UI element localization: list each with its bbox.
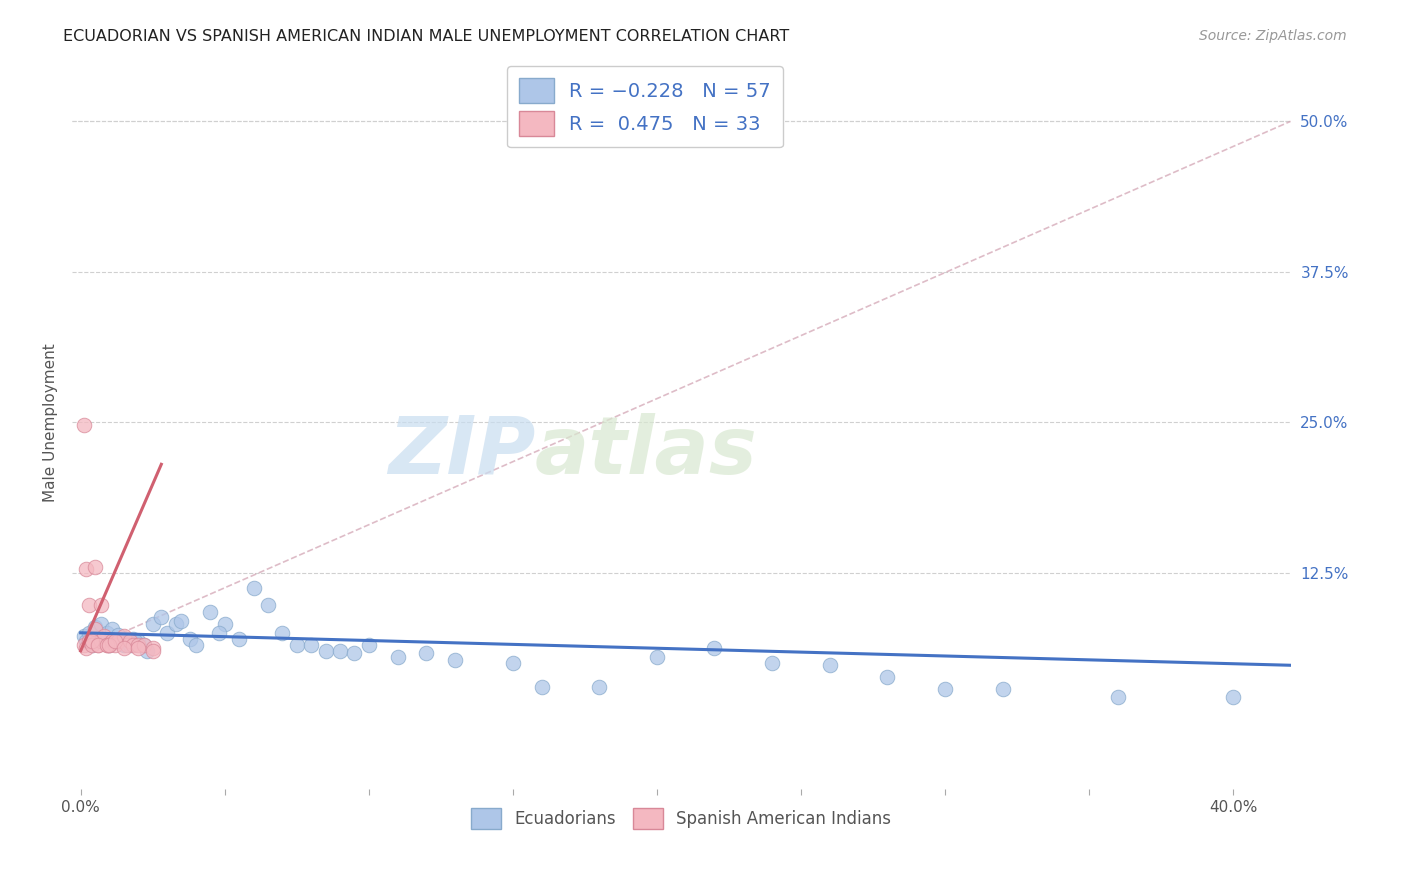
Point	[271, 625, 294, 640]
Point	[132, 638, 155, 652]
Point	[132, 638, 155, 652]
Point	[142, 644, 165, 658]
Point	[110, 634, 132, 648]
Point	[112, 629, 135, 643]
Point	[142, 617, 165, 632]
Point	[72, 638, 94, 652]
Point	[121, 638, 143, 652]
Point	[285, 638, 308, 652]
Point	[124, 634, 146, 648]
Point	[179, 632, 201, 646]
Point	[96, 638, 118, 652]
Point	[104, 634, 127, 648]
Point	[115, 638, 138, 652]
Point	[90, 634, 112, 648]
Point	[1222, 690, 1244, 704]
Point	[82, 638, 104, 652]
Point	[84, 559, 107, 574]
Point	[82, 634, 104, 648]
Point	[876, 670, 898, 684]
Point	[72, 629, 94, 643]
Point	[387, 649, 409, 664]
Point	[84, 620, 107, 634]
Point	[357, 638, 380, 652]
Point	[112, 638, 135, 652]
Point	[107, 634, 129, 648]
Point	[98, 638, 121, 652]
Point	[242, 581, 264, 595]
Point	[415, 646, 437, 660]
Point	[703, 641, 725, 656]
Point	[101, 634, 124, 648]
Text: ECUADORIAN VS SPANISH AMERICAN INDIAN MALE UNEMPLOYMENT CORRELATION CHART: ECUADORIAN VS SPANISH AMERICAN INDIAN MA…	[63, 29, 790, 44]
Point	[818, 658, 841, 673]
Point	[127, 634, 149, 648]
Point	[142, 641, 165, 656]
Point	[79, 634, 101, 648]
Point	[118, 634, 141, 648]
Point	[87, 638, 110, 652]
Point	[299, 638, 322, 652]
Point	[184, 638, 207, 652]
Point	[93, 632, 115, 646]
Point	[135, 644, 157, 658]
Point	[87, 638, 110, 652]
Point	[93, 629, 115, 643]
Point	[200, 605, 222, 619]
Point	[150, 610, 173, 624]
Point	[115, 632, 138, 646]
Point	[79, 598, 101, 612]
Point	[156, 625, 179, 640]
Point	[75, 641, 97, 656]
Point	[96, 638, 118, 652]
Point	[329, 644, 352, 658]
Point	[502, 656, 524, 670]
Text: Source: ZipAtlas.com: Source: ZipAtlas.com	[1199, 29, 1347, 43]
Point	[934, 682, 956, 697]
Point	[98, 638, 121, 652]
Point	[84, 622, 107, 636]
Point	[343, 646, 366, 660]
Point	[101, 622, 124, 636]
Point	[98, 638, 121, 652]
Point	[79, 625, 101, 640]
Text: atlas: atlas	[536, 412, 758, 491]
Point	[127, 638, 149, 652]
Point	[214, 617, 236, 632]
Point	[96, 625, 118, 640]
Point	[444, 653, 467, 667]
Point	[645, 649, 668, 664]
Point	[991, 682, 1014, 697]
Point	[82, 638, 104, 652]
Point	[121, 632, 143, 646]
Point	[112, 641, 135, 656]
Point	[107, 628, 129, 642]
Point	[75, 562, 97, 576]
Point	[170, 614, 193, 628]
Point	[588, 680, 610, 694]
Point	[315, 644, 337, 658]
Point	[90, 598, 112, 612]
Point	[208, 625, 231, 640]
Point	[228, 632, 250, 646]
Point	[530, 680, 553, 694]
Point	[1107, 690, 1129, 704]
Point	[761, 656, 783, 670]
Y-axis label: Male Unemployment: Male Unemployment	[44, 343, 58, 501]
Point	[257, 598, 280, 612]
Point	[104, 634, 127, 648]
Text: ZIP: ZIP	[388, 412, 536, 491]
Point	[127, 641, 149, 656]
Point	[90, 617, 112, 632]
Point	[72, 417, 94, 432]
Point	[75, 634, 97, 648]
Point	[87, 632, 110, 646]
Legend: Ecuadorians, Spanish American Indians: Ecuadorians, Spanish American Indians	[464, 801, 898, 836]
Point	[104, 638, 127, 652]
Point	[118, 638, 141, 652]
Point	[165, 617, 187, 632]
